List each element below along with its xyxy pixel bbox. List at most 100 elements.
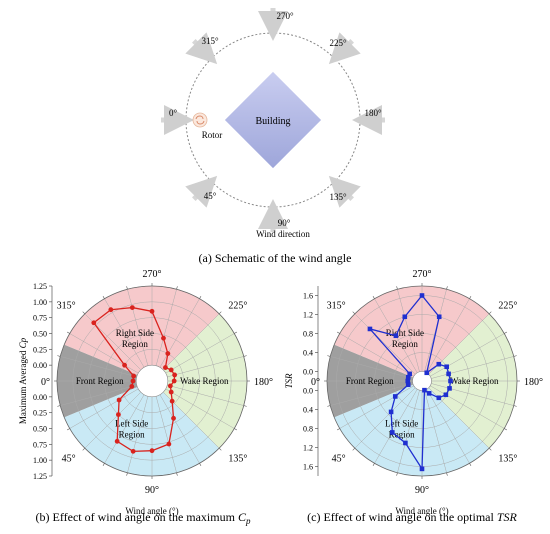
grid-spoke (69, 333, 139, 374)
data-point (447, 386, 452, 391)
data-point (388, 409, 394, 415)
data-point (172, 372, 178, 378)
angle-tick-label: 135° (228, 453, 247, 464)
angle-tick (469, 463, 472, 467)
schematic-angle-label: 0° (169, 108, 178, 118)
data-point (122, 362, 127, 368)
chart-b-caption: (b) Effect of wind angle on the maximum … (36, 510, 251, 526)
grid-spoke (69, 388, 139, 429)
data-point (130, 378, 136, 384)
data-point (405, 378, 411, 384)
schematic-angle-labels: 0° 45° 90° 135° 180° 225° 270° 315° (169, 11, 382, 228)
grid-spoke (127, 289, 149, 366)
grid-spoke (104, 394, 145, 464)
angle-tick (66, 428, 70, 431)
chart-c-caption: (c) Effect of wind angle on the optimal … (307, 510, 517, 524)
angular-axis-label: Wind angle (°) (395, 506, 448, 516)
grid-spoke (330, 383, 413, 406)
data-point (367, 326, 373, 332)
angle-tick (446, 472, 448, 476)
radial-axis-title-var: TSR (284, 373, 294, 389)
building-shape (224, 71, 322, 169)
caption-sub: p (245, 516, 251, 526)
rotor-swirl-icon (192, 112, 208, 128)
angle-tick-label: 180° (524, 377, 543, 388)
grid-spoke (155, 289, 177, 366)
angle-tick (218, 311, 222, 315)
radial-tick-label: 0.50 (33, 330, 47, 339)
grid-spoke (431, 356, 514, 379)
region-sector (64, 381, 220, 476)
radial-tick-label: 0.4 (303, 349, 313, 358)
grid-spoke (339, 385, 414, 429)
data-point (422, 387, 427, 393)
schematic-caption: (a) Schematic of the wind angle (199, 251, 352, 265)
angle-tick (102, 295, 105, 299)
angle-tick-label: 225° (228, 301, 247, 312)
angle-tick (82, 311, 86, 315)
data-point (419, 293, 425, 298)
data-point (443, 392, 449, 398)
angle-tick-label: 270° (143, 269, 162, 280)
radial-tick-label: 1.00 (33, 456, 47, 465)
grid-spoke (424, 390, 447, 473)
grid-spoke (165, 333, 235, 374)
wind-angle-schematic: 0° 45° 90° 135° 180° 225° 270° 315° Building Ro… (161, 8, 385, 265)
angle-tick (243, 405, 247, 407)
angle-tick (234, 331, 238, 334)
data-point (402, 314, 408, 320)
angle-tick (352, 447, 356, 451)
angle-tick (336, 331, 340, 334)
angle-tick-label: 90° (145, 485, 159, 496)
region-label: Region (119, 430, 145, 440)
angle-tick (327, 405, 331, 407)
grid-spoke (84, 392, 141, 449)
polar-chart-cp: 0° 45° 90° 135° 180° 225° 270° 315° 1.25 1.25 1.00… (18, 269, 273, 516)
data-point (169, 398, 175, 404)
radial-tick-label: 1.25 (33, 282, 47, 291)
grid-spoke (60, 384, 137, 406)
data-point (149, 448, 155, 454)
grid-spoke (397, 390, 420, 473)
region-label: Front Region (76, 376, 124, 386)
data-point (407, 371, 412, 377)
data-point (91, 320, 97, 326)
schematic-angle-label: 225° (329, 38, 347, 48)
radial-tick-label: 1.2 (303, 311, 313, 320)
grid-spoke (167, 356, 244, 378)
grid-spoke (60, 356, 137, 378)
angle-tick (243, 355, 247, 357)
angle-tick (396, 286, 398, 290)
angle-tick-label: 45° (332, 453, 346, 464)
angle-tick (199, 295, 202, 299)
grid-spoke (159, 394, 200, 464)
data-point (131, 373, 137, 379)
region-label: Right Side (116, 328, 154, 338)
data-point (165, 351, 171, 356)
region-sector (64, 286, 220, 381)
radial-tick-label: 0.00 (33, 393, 47, 402)
radial-tick-label: 0.75 (33, 314, 47, 323)
data-point (168, 389, 174, 395)
wind-arrow-icon (328, 32, 361, 65)
data-point (108, 307, 114, 313)
data-point (436, 361, 442, 367)
angle-tick-label: 0° (41, 377, 50, 388)
data-point (116, 397, 122, 403)
angle-tick-label: 180° (254, 377, 273, 388)
caption-var: TSR (497, 510, 518, 524)
data-point (130, 448, 136, 454)
radial-tick-label: 1.00 (33, 298, 47, 307)
grid-spoke (426, 298, 470, 373)
region-label: Front Region (346, 376, 394, 386)
radial-tick-label: 0.0 (303, 387, 313, 396)
grid-spoke (163, 313, 220, 370)
data-point (436, 395, 442, 401)
radial-tick-label: 1.2 (303, 444, 313, 453)
grid-spoke (159, 298, 200, 368)
grid-spoke (430, 333, 505, 377)
region-label: Right Side (386, 328, 424, 338)
region-label: Region (122, 339, 148, 349)
angle-tick-label: 90° (415, 485, 429, 496)
wind-arrow-icon (185, 32, 218, 65)
